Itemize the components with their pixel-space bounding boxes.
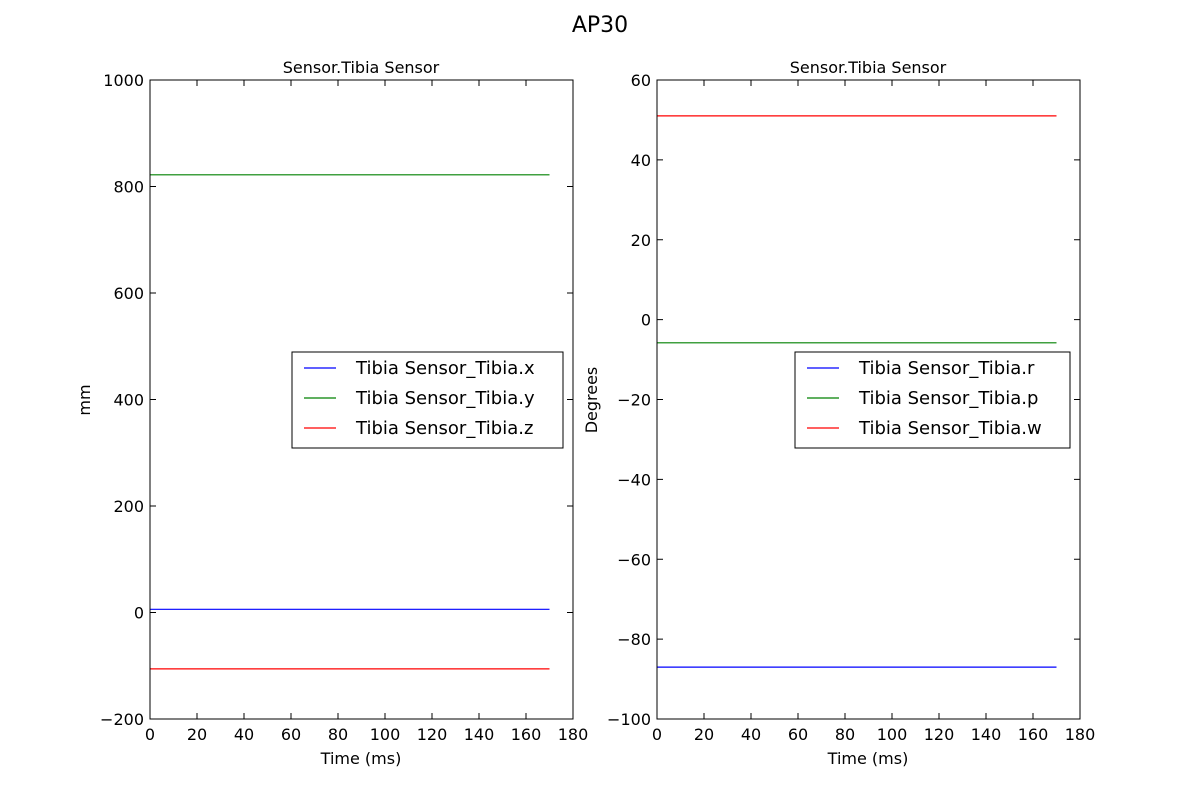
- left-legend-label-x: Tibia Sensor_Tibia.x: [355, 358, 535, 379]
- right-y-tick-label: −40: [617, 470, 651, 489]
- right-x-tick-label: 140: [971, 725, 1002, 744]
- right-legend-label-w: Tibia Sensor_Tibia.w: [858, 418, 1042, 439]
- left-y-tick-label: 600: [113, 284, 144, 303]
- right-x-tick-label: 160: [1018, 725, 1049, 744]
- right-legend: Tibia Sensor_Tibia.r Tibia Sensor_Tibia.…: [794, 351, 1071, 449]
- right-x-tick-label: 20: [694, 725, 714, 744]
- right-x-tick-label: 80: [835, 725, 855, 744]
- left-legend: Tibia Sensor_Tibia.x Tibia Sensor_Tibia.…: [291, 351, 564, 449]
- left-y-ticks: −200 0 200 400 600 800 1000: [100, 71, 573, 729]
- right-x-tick-label: 120: [924, 725, 955, 744]
- right-y-ticks: −100 −80 −60 −40 −20 0 20 40 60: [607, 71, 1080, 729]
- left-legend-label-y: Tibia Sensor_Tibia.y: [355, 388, 535, 409]
- right-x-tick-label: 0: [652, 725, 662, 744]
- right-subplot: Sensor.Tibia Sensor 0 20 40 60 80 100 120 140 16…: [582, 58, 1095, 768]
- right-y-tick-label: −20: [617, 391, 651, 410]
- left-x-tick-label: 100: [370, 725, 401, 744]
- left-y-tick-label: 0: [134, 604, 144, 623]
- right-legend-label-p: Tibia Sensor_Tibia.p: [858, 388, 1038, 409]
- right-x-tick-label: 100: [877, 725, 908, 744]
- figure-title: AP30: [572, 13, 628, 38]
- left-x-tick-label: 180: [558, 725, 589, 744]
- left-y-axis-label: mm: [75, 384, 94, 415]
- left-x-ticks: 0 20 40 60 80 100 120 140 160 180: [145, 80, 588, 744]
- right-legend-box: [794, 351, 1071, 449]
- left-x-tick-label: 60: [281, 725, 301, 744]
- right-plot-series: [657, 115, 1057, 668]
- left-x-tick-label: 120: [417, 725, 448, 744]
- right-y-tick-label: 60: [631, 71, 651, 90]
- left-x-tick-label: 20: [187, 725, 207, 744]
- right-x-ticks: 0 20 40 60 80 100 120 140 160 180: [652, 80, 1095, 744]
- left-x-axis-label: Time (ms): [320, 749, 402, 768]
- right-y-tick-label: −100: [607, 710, 651, 729]
- right-y-tick-label: −60: [617, 550, 651, 569]
- right-legend-label-r: Tibia Sensor_Tibia.r: [858, 358, 1035, 379]
- left-x-tick-label: 80: [328, 725, 348, 744]
- left-subplot-title: Sensor.Tibia Sensor: [283, 58, 440, 77]
- right-x-tick-label: 40: [741, 725, 761, 744]
- right-y-tick-label: 20: [631, 231, 651, 250]
- right-y-axis-label: Degrees: [582, 367, 601, 434]
- right-x-tick-label: 60: [788, 725, 808, 744]
- right-y-tick-label: 0: [641, 311, 651, 330]
- left-plot-series: [150, 174, 550, 670]
- left-subplot: Sensor.Tibia Sensor 0 20 40 60 80 100 120 140 16…: [75, 58, 588, 768]
- left-y-tick-label: −200: [100, 710, 144, 729]
- left-x-tick-label: 40: [234, 725, 254, 744]
- left-y-tick-label: 1000: [103, 71, 144, 90]
- left-x-tick-label: 140: [464, 725, 495, 744]
- right-y-tick-label: 40: [631, 151, 651, 170]
- left-legend-box: [291, 351, 564, 449]
- left-y-tick-label: 400: [113, 391, 144, 410]
- right-x-axis-label: Time (ms): [827, 749, 909, 768]
- left-x-tick-label: 0: [145, 725, 155, 744]
- right-subplot-title: Sensor.Tibia Sensor: [790, 58, 947, 77]
- left-x-tick-label: 160: [511, 725, 542, 744]
- left-legend-label-z: Tibia Sensor_Tibia.z: [355, 418, 533, 439]
- left-y-tick-label: 200: [113, 497, 144, 516]
- left-y-tick-label: 800: [113, 178, 144, 197]
- right-y-tick-label: −80: [617, 630, 651, 649]
- right-x-tick-label: 180: [1065, 725, 1096, 744]
